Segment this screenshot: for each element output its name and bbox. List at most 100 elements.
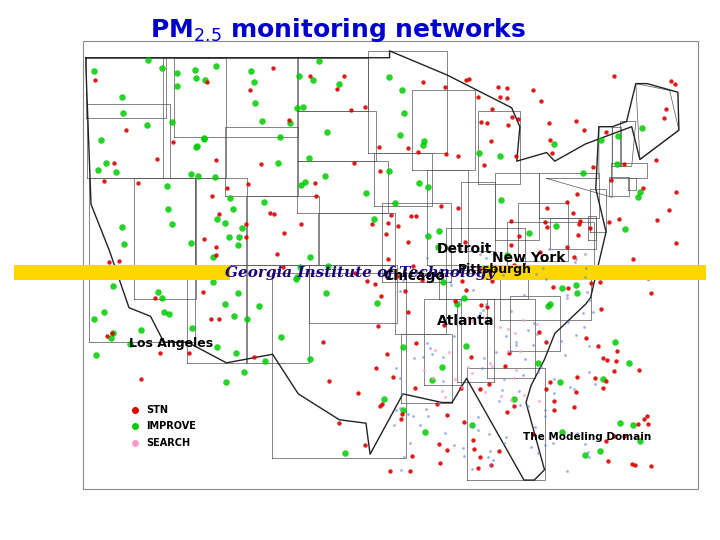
Point: [219, 219, 230, 227]
Point: [402, 308, 413, 316]
Point: [250, 98, 261, 107]
Point: [499, 362, 510, 370]
Point: [541, 384, 552, 393]
Point: [612, 132, 624, 140]
Point: [228, 312, 240, 321]
Point: [603, 218, 615, 226]
Point: [670, 239, 682, 247]
Point: [256, 117, 268, 125]
Point: [456, 276, 468, 285]
Point: [570, 330, 582, 339]
Point: [533, 359, 544, 367]
Point: [413, 178, 425, 187]
Point: [634, 366, 645, 374]
Point: [441, 446, 453, 454]
Point: [272, 158, 284, 167]
Point: [561, 242, 572, 251]
Point: [390, 364, 402, 373]
Point: [531, 320, 542, 329]
Point: [597, 263, 608, 272]
Point: [510, 365, 522, 374]
Point: [420, 405, 432, 414]
Point: [472, 413, 484, 422]
Point: [627, 255, 639, 264]
Point: [501, 93, 513, 102]
Point: [481, 302, 492, 311]
Point: [463, 75, 474, 83]
Point: [373, 143, 384, 151]
Point: [468, 445, 480, 454]
Point: [318, 338, 329, 346]
Point: [579, 266, 590, 275]
Point: [426, 376, 438, 384]
Point: [380, 230, 392, 238]
Point: [294, 262, 305, 271]
Point: [130, 272, 141, 280]
Point: [141, 121, 153, 130]
Point: [417, 353, 428, 362]
Point: [495, 322, 506, 331]
Point: [467, 317, 478, 326]
Point: [382, 219, 394, 227]
Point: [578, 126, 590, 134]
Point: [89, 315, 100, 323]
Point: [382, 350, 393, 359]
Point: [502, 84, 513, 92]
Point: [587, 308, 598, 316]
Point: [395, 403, 406, 412]
Point: [535, 363, 546, 372]
Point: [539, 406, 550, 415]
Point: [495, 93, 506, 102]
Point: [467, 422, 478, 430]
Point: [384, 72, 395, 81]
Point: [513, 387, 524, 395]
Point: [399, 109, 410, 118]
Point: [407, 411, 418, 420]
Point: [579, 273, 590, 282]
Point: [248, 352, 260, 361]
Point: [242, 179, 253, 188]
Point: [161, 182, 173, 191]
Point: [518, 390, 530, 399]
Point: [600, 377, 611, 386]
Point: [233, 232, 245, 241]
Point: [394, 374, 405, 383]
Point: [125, 339, 136, 348]
Point: [505, 347, 516, 355]
Point: [517, 316, 528, 325]
Point: [192, 141, 203, 150]
Point: [207, 253, 219, 261]
Point: [634, 436, 646, 445]
Point: [459, 294, 470, 302]
Point: [478, 353, 490, 362]
Point: [592, 342, 603, 350]
Point: [508, 394, 519, 403]
Point: [460, 76, 472, 85]
Point: [611, 270, 622, 279]
Point: [541, 223, 552, 232]
Point: [570, 117, 582, 126]
Point: [540, 440, 552, 449]
Point: [479, 388, 490, 396]
Point: [425, 343, 436, 352]
Point: [467, 436, 478, 444]
Point: [542, 301, 554, 310]
Point: [399, 286, 410, 295]
Point: [485, 461, 496, 469]
Point: [557, 284, 568, 292]
Point: [573, 220, 585, 229]
Point: [210, 62, 222, 71]
Point: [554, 378, 565, 387]
Point: [410, 339, 421, 347]
Point: [577, 168, 588, 177]
Point: [148, 265, 160, 274]
Point: [514, 346, 526, 355]
Point: [101, 273, 112, 282]
Point: [473, 264, 485, 273]
Point: [384, 466, 395, 475]
Point: [433, 227, 445, 235]
Point: [567, 208, 578, 217]
Point: [474, 384, 486, 393]
Text: Chicago: Chicago: [383, 269, 445, 283]
Point: [476, 364, 487, 373]
